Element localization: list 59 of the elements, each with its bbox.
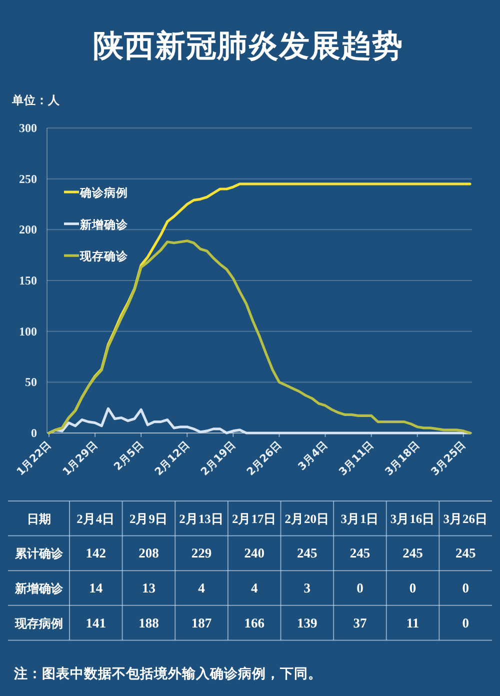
category-label: 3月1日 xyxy=(340,512,380,526)
y-tick-label: 0 xyxy=(31,426,37,440)
category-label: 2月17日 xyxy=(232,512,277,526)
x-tick-label: 3月4日 xyxy=(296,438,330,474)
text: 累计确诊 xyxy=(14,546,64,561)
data-label: 245 xyxy=(402,546,424,561)
y-tick-label: 50 xyxy=(25,375,37,390)
text: 注：图表中数据不包括境外输入确诊病例，下同。 xyxy=(13,665,322,682)
x-tick-label: 2月26日 xyxy=(244,438,284,478)
x-tick-label: 1月22日 xyxy=(14,438,54,478)
y-axis-title: 单位：人 xyxy=(11,93,61,107)
legend-label: 新增确诊 xyxy=(79,217,129,232)
text: 现存病例 xyxy=(14,616,63,630)
text: 日期 xyxy=(26,512,51,526)
data-label: 245 xyxy=(297,546,318,561)
x-tick-label: 3月25日 xyxy=(429,438,469,478)
data-label: 142 xyxy=(86,546,106,561)
data-label: 245 xyxy=(455,546,476,561)
y-tick-label: 200 xyxy=(19,222,37,237)
category-label: 2月4日 xyxy=(76,512,116,526)
data-label: 141 xyxy=(86,615,106,630)
legend-label: 确诊病例 xyxy=(79,186,128,200)
text: 新增确诊 xyxy=(14,582,64,596)
data-label: 208 xyxy=(138,546,160,561)
x-tick-label: 3月11日 xyxy=(336,438,376,478)
data-label: 166 xyxy=(244,615,265,630)
data-label: 240 xyxy=(244,546,265,561)
legend-label: 现存确诊 xyxy=(79,249,129,264)
y-tick-label: 300 xyxy=(19,121,37,135)
data-label: 4 xyxy=(250,580,258,596)
data-label: 229 xyxy=(191,546,212,561)
y-tick-label: 250 xyxy=(19,172,37,186)
category-label: 2月9日 xyxy=(129,512,168,526)
data-label: 187 xyxy=(191,615,212,630)
category-label: 2月13日 xyxy=(179,512,224,526)
x-tick-label: 2月19日 xyxy=(198,438,238,478)
category-label: 3月16日 xyxy=(390,512,436,526)
x-tick-label: 3月18日 xyxy=(382,438,422,478)
data-label: 4 xyxy=(198,580,206,596)
x-tick-label: 1月29日 xyxy=(60,438,100,478)
data-label: 0 xyxy=(462,580,470,596)
data-label: 245 xyxy=(350,546,370,561)
data-label: 0 xyxy=(409,580,416,596)
y-tick-label: 150 xyxy=(19,274,37,288)
data-label: 11 xyxy=(406,615,420,630)
data-label: 3 xyxy=(304,580,311,596)
data-label: 0 xyxy=(356,580,364,596)
data-label: 14 xyxy=(89,580,103,596)
category-label: 2月20日 xyxy=(284,512,330,526)
category-label: 3月26日 xyxy=(443,512,488,526)
x-tick-label: 2月12日 xyxy=(152,438,192,478)
data-label: 37 xyxy=(353,615,367,630)
x-tick-label: 2月5日 xyxy=(112,438,146,474)
data-label: 13 xyxy=(142,580,156,596)
data-label: 139 xyxy=(297,615,318,630)
chart-title: 陕西新冠肺炎发展趋势 xyxy=(93,29,403,64)
data-label: 188 xyxy=(138,615,160,630)
data-label: 0 xyxy=(462,615,470,630)
y-tick-label: 100 xyxy=(19,324,37,338)
